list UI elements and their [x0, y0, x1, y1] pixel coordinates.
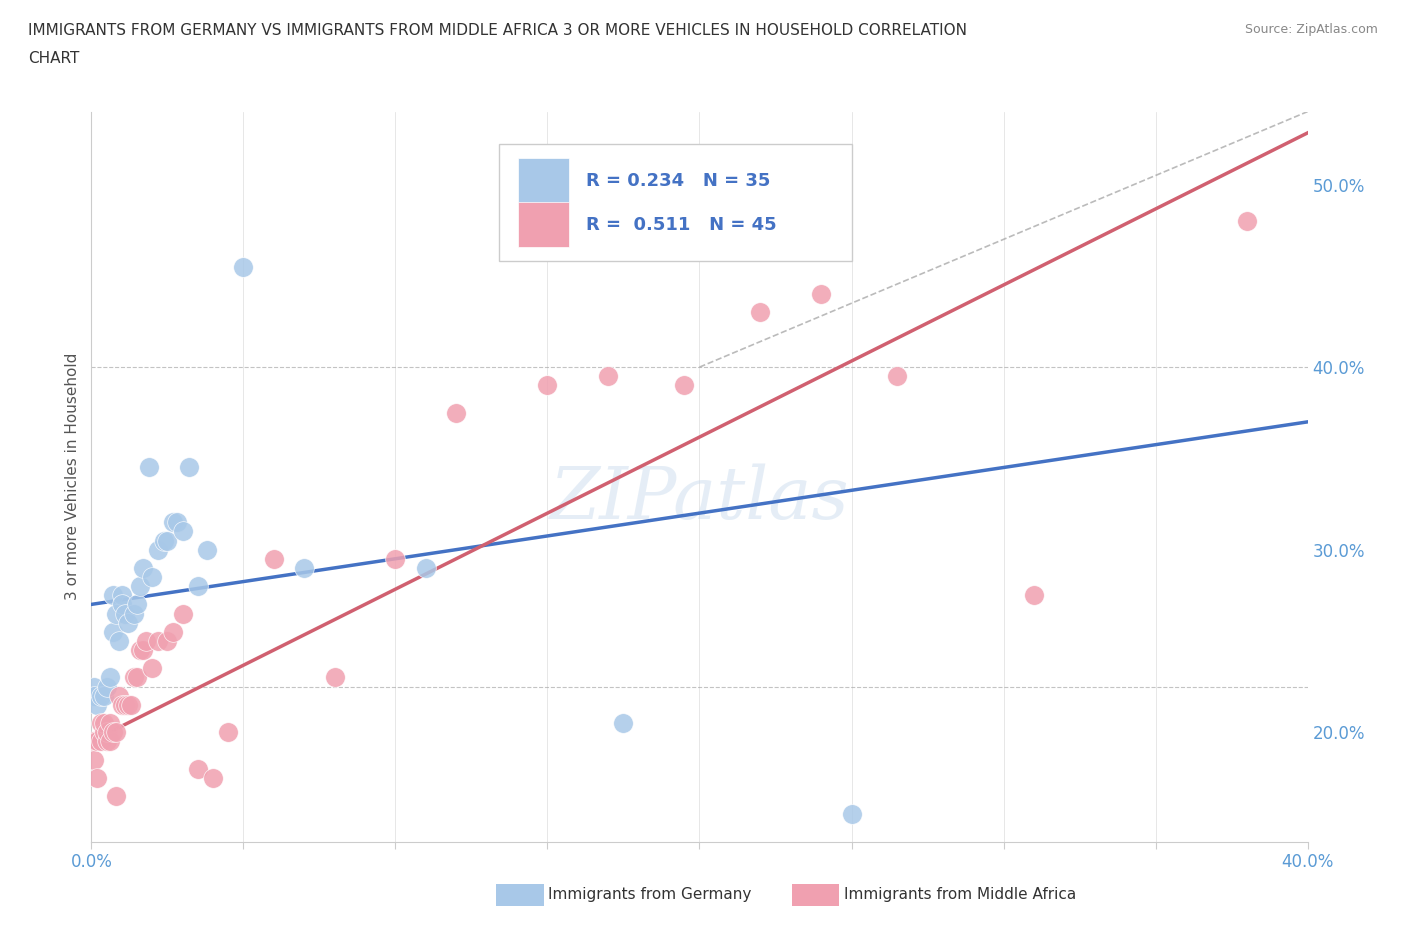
Point [104, 789, 127, 804]
Point [96, 679, 118, 694]
Point [120, 698, 142, 712]
Point [86, 734, 108, 749]
Point [138, 460, 160, 475]
Point [156, 633, 179, 648]
Point [673, 378, 696, 392]
Point [129, 578, 152, 593]
Point [89, 715, 111, 730]
Point [148, 542, 170, 557]
Point [83, 734, 105, 749]
Point [162, 624, 184, 639]
Point [195, 542, 218, 557]
Point [232, 259, 254, 274]
Point [292, 561, 315, 576]
Text: ZIPatlas: ZIPatlas [550, 463, 849, 534]
Point [153, 533, 176, 548]
Point [1022, 588, 1045, 603]
Y-axis label: 3 or more Vehicles in Household: 3 or more Vehicles in Household [65, 353, 80, 600]
Text: IMMIGRANTS FROM GERMANY VS IMMIGRANTS FROM MIDDLE AFRICA 3 OR MORE VEHICLES IN H: IMMIGRANTS FROM GERMANY VS IMMIGRANTS FR… [28, 23, 967, 38]
Point [86, 770, 108, 785]
Point [104, 724, 127, 739]
Point [749, 305, 772, 320]
Point [98, 734, 121, 749]
Point [598, 369, 620, 384]
Point [415, 561, 437, 576]
Point [122, 670, 145, 684]
Point [129, 643, 152, 658]
Text: Immigrants from Germany: Immigrants from Germany [548, 887, 752, 902]
Point [93, 688, 115, 703]
Point [107, 688, 129, 703]
Point [114, 698, 136, 712]
Point [89, 734, 111, 749]
Point [135, 633, 157, 648]
Point [612, 715, 634, 730]
Point [132, 561, 155, 576]
FancyBboxPatch shape [519, 202, 569, 247]
Point [172, 606, 194, 621]
Text: Immigrants from Middle Africa: Immigrants from Middle Africa [844, 887, 1076, 902]
Point [111, 698, 134, 712]
Point [96, 724, 118, 739]
Point [89, 688, 111, 703]
Point [98, 670, 121, 684]
Point [177, 460, 200, 475]
Point [122, 606, 145, 621]
Point [111, 588, 134, 603]
Point [187, 761, 209, 776]
Point [93, 724, 115, 739]
Point [101, 588, 124, 603]
Point [98, 715, 121, 730]
Point [810, 286, 832, 301]
Point [886, 369, 908, 384]
Point [141, 661, 163, 676]
Point [263, 551, 285, 566]
Point [83, 688, 105, 703]
Point [187, 578, 209, 593]
Point [1236, 214, 1258, 229]
Point [107, 633, 129, 648]
Point [323, 670, 346, 684]
Text: R = 0.234   N = 35: R = 0.234 N = 35 [586, 172, 770, 190]
Point [93, 715, 115, 730]
Point [86, 698, 108, 712]
Point [104, 606, 127, 621]
Point [101, 624, 124, 639]
Point [83, 679, 105, 694]
Point [96, 734, 118, 749]
Point [125, 597, 148, 612]
Point [83, 752, 105, 767]
Point [444, 405, 467, 420]
FancyBboxPatch shape [519, 158, 569, 204]
Point [384, 551, 406, 566]
Point [101, 724, 124, 739]
Point [117, 616, 139, 631]
Point [114, 606, 136, 621]
Point [166, 515, 188, 530]
Point [117, 698, 139, 712]
Point [156, 533, 179, 548]
Text: R =  0.511   N = 45: R = 0.511 N = 45 [586, 216, 778, 233]
Text: CHART: CHART [28, 51, 80, 66]
Point [162, 515, 184, 530]
FancyBboxPatch shape [499, 144, 852, 261]
Point [172, 524, 194, 538]
Point [125, 670, 148, 684]
Point [841, 807, 863, 822]
Point [111, 597, 134, 612]
Point [217, 724, 239, 739]
Point [202, 770, 225, 785]
Point [536, 378, 558, 392]
Point [148, 633, 170, 648]
Text: Source: ZipAtlas.com: Source: ZipAtlas.com [1244, 23, 1378, 36]
Point [141, 569, 163, 584]
Point [132, 643, 155, 658]
